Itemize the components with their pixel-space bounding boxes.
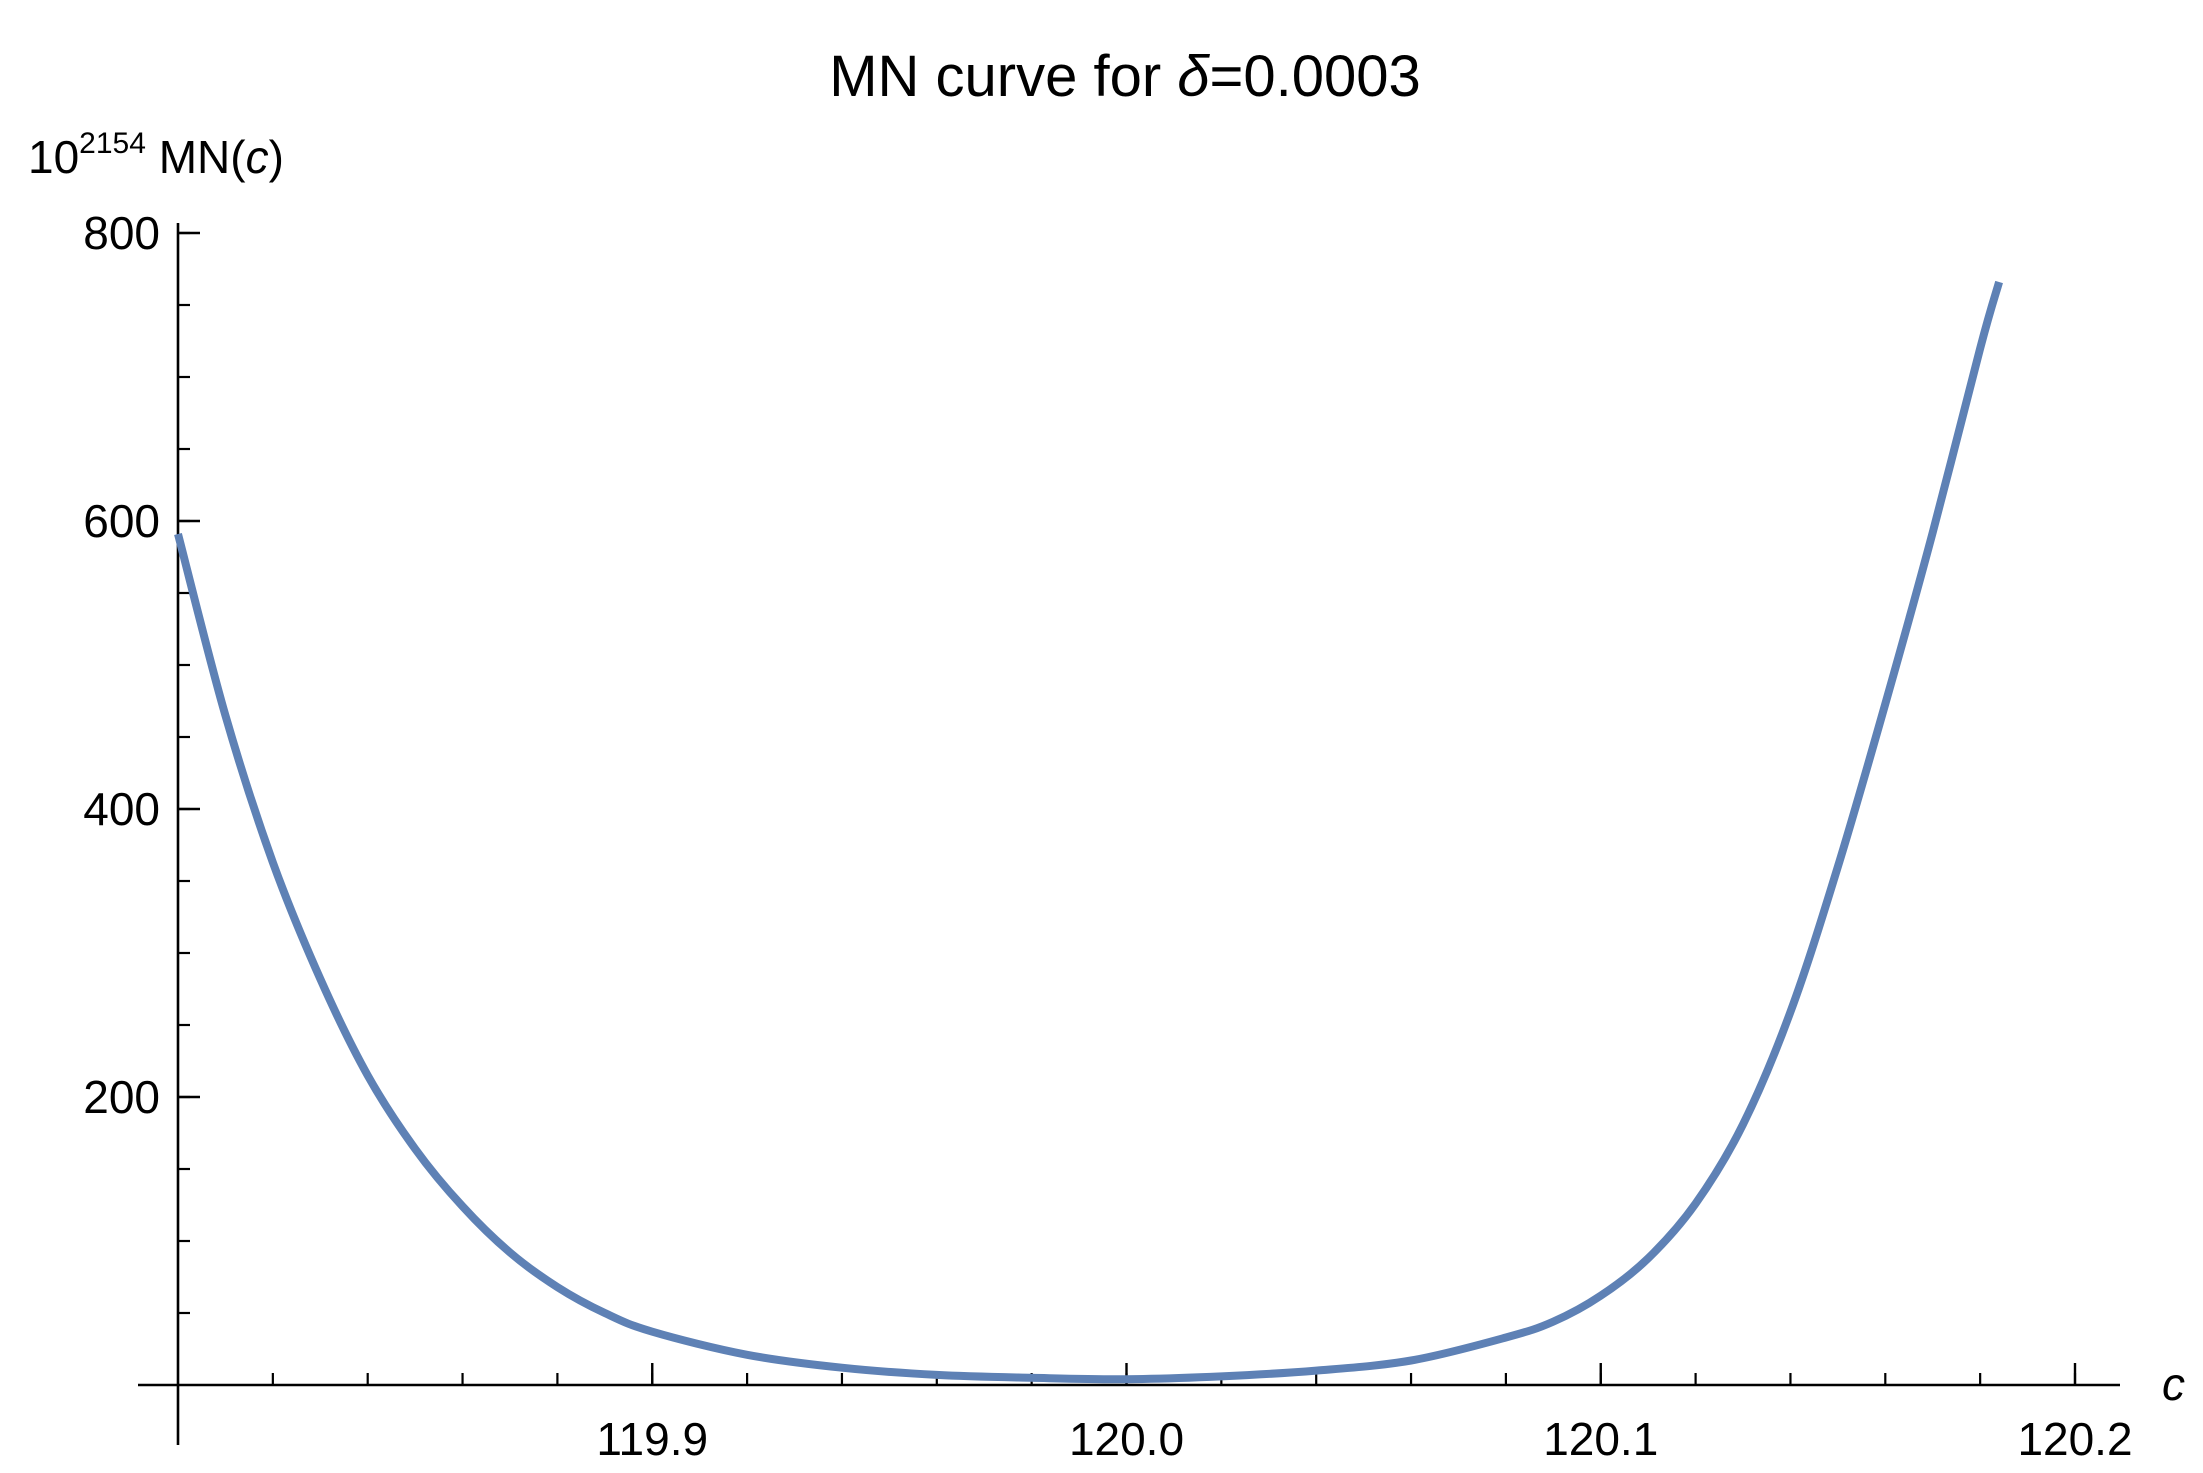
y-tick-label: 400	[83, 783, 160, 835]
y-axis-label-close: )	[269, 131, 284, 183]
chart-title-suffix: =0.0003	[1210, 44, 1421, 109]
y-axis-label-base: 10	[28, 131, 79, 183]
series-line-1	[174, 280, 2003, 1384]
x-tick-label: 120.2	[2017, 1413, 2132, 1465]
y-axis-label-var: c	[246, 131, 269, 183]
x-tick-label: 119.9	[596, 1413, 708, 1465]
chart-title-delta-symbol: δ	[1177, 44, 1210, 109]
y-axis-label-exponent: 2154	[79, 127, 146, 160]
chart-title: MN curve for δ=0.0003	[829, 44, 1421, 109]
axes: 119.9 120.0 120.1 120.2 200 400 600 800	[83, 207, 2132, 1465]
y-tick-label: 600	[83, 495, 160, 547]
y-axis-label: 102154 MN(c)	[28, 127, 284, 183]
x-axis-label: c	[2162, 1358, 2185, 1410]
plot-area	[174, 280, 2003, 1384]
chart-title-prefix: MN curve for	[829, 44, 1177, 109]
y-tick-label: 200	[83, 1071, 160, 1123]
x-tick-label: 120.1	[1543, 1413, 1658, 1465]
y-tick-label: 800	[83, 207, 160, 259]
y-axis-label-text: MN(	[146, 131, 246, 183]
x-tick-label: 120.0	[1069, 1413, 1184, 1465]
